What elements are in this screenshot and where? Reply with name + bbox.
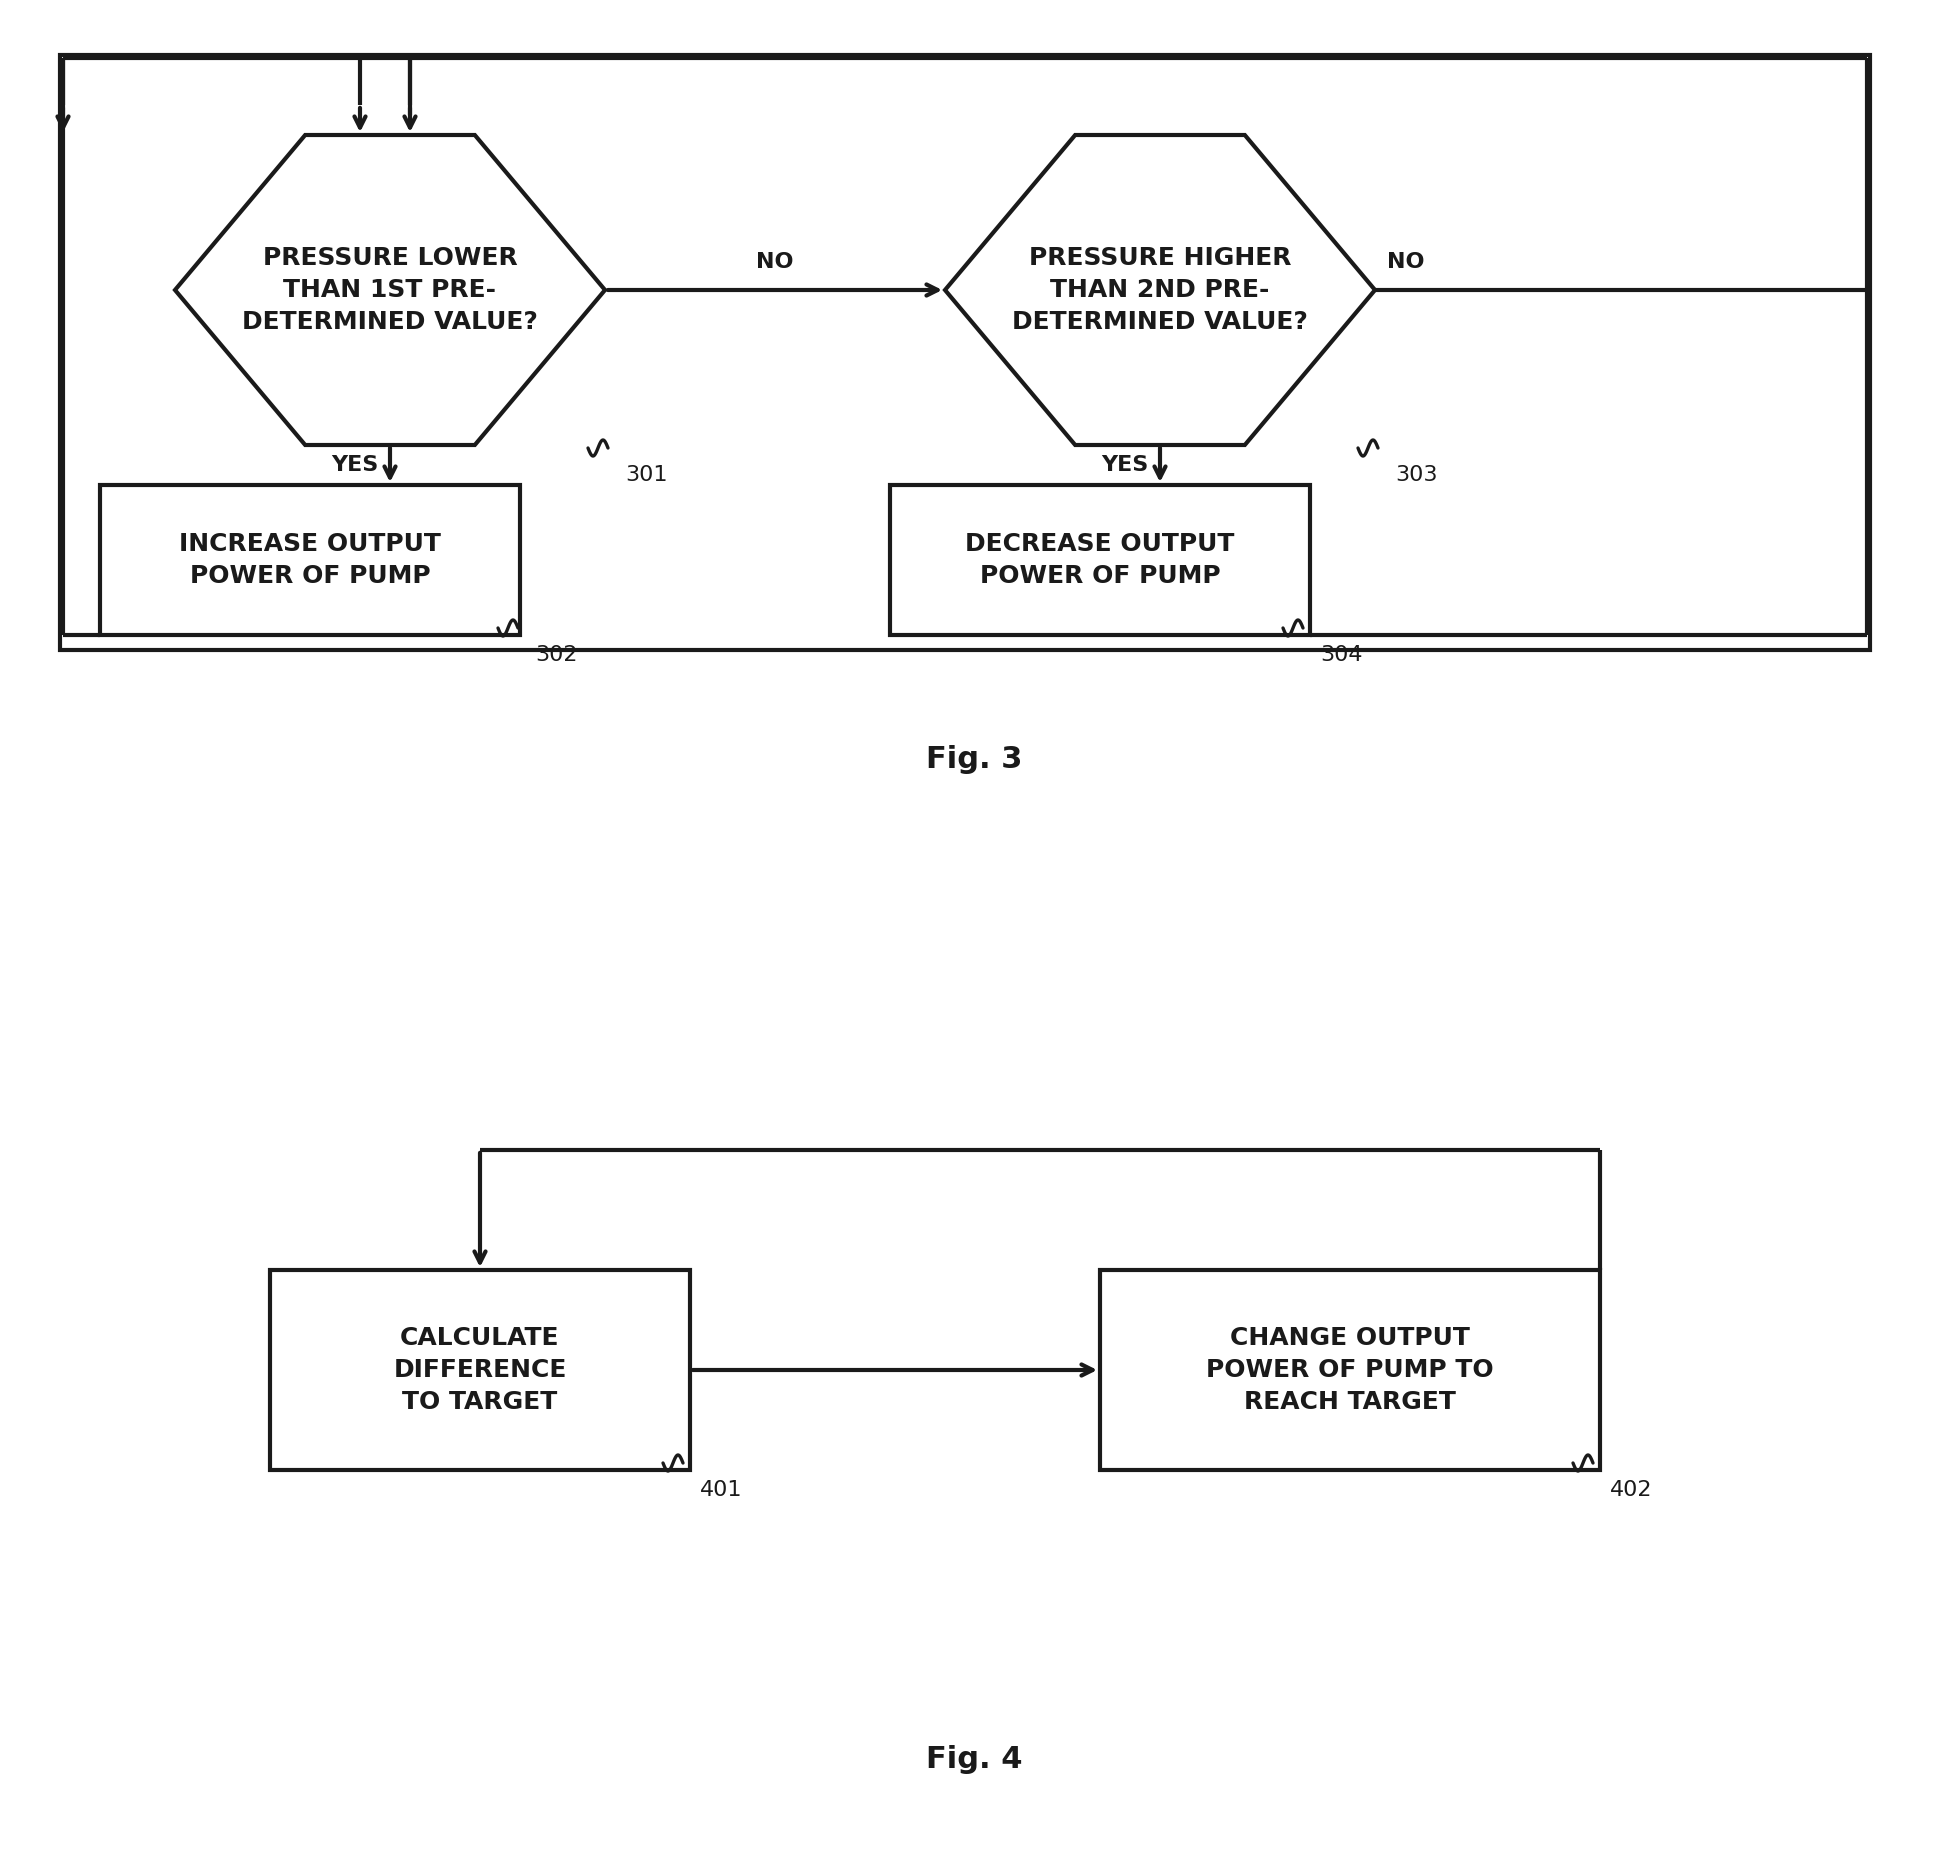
Text: 301: 301 [625,465,666,486]
Polygon shape [945,135,1373,445]
Bar [60,56,1868,651]
Text: 303: 303 [1395,465,1438,486]
Text: Fig. 4: Fig. 4 [925,1745,1023,1774]
Text: YES: YES [1101,454,1147,475]
Text: YES: YES [331,454,378,475]
Bar [99,486,520,636]
Text: Fig. 3: Fig. 3 [925,745,1023,775]
Bar [271,1270,690,1470]
Text: 401: 401 [699,1479,742,1500]
Bar [1099,1270,1599,1470]
Text: NO: NO [756,252,793,273]
Text: PRESSURE LOWER
THAN 1ST PRE-
DETERMINED VALUE?: PRESSURE LOWER THAN 1ST PRE- DETERMINED … [242,247,538,334]
Bar [890,486,1309,636]
Text: CALCULATE
DIFFERENCE
TO TARGET: CALCULATE DIFFERENCE TO TARGET [393,1326,567,1413]
Polygon shape [175,135,604,445]
Text: INCREASE OUTPUT
POWER OF PUMP: INCREASE OUTPUT POWER OF PUMP [179,532,440,588]
Text: CHANGE OUTPUT
POWER OF PUMP TO
REACH TARGET: CHANGE OUTPUT POWER OF PUMP TO REACH TAR… [1206,1326,1492,1413]
Text: PRESSURE HIGHER
THAN 2ND PRE-
DETERMINED VALUE?: PRESSURE HIGHER THAN 2ND PRE- DETERMINED… [1011,247,1307,334]
Text: 304: 304 [1319,645,1362,666]
Text: 302: 302 [534,645,577,666]
Text: 402: 402 [1609,1479,1652,1500]
Text: NO: NO [1387,252,1424,273]
Text: DECREASE OUTPUT
POWER OF PUMP: DECREASE OUTPUT POWER OF PUMP [964,532,1233,588]
